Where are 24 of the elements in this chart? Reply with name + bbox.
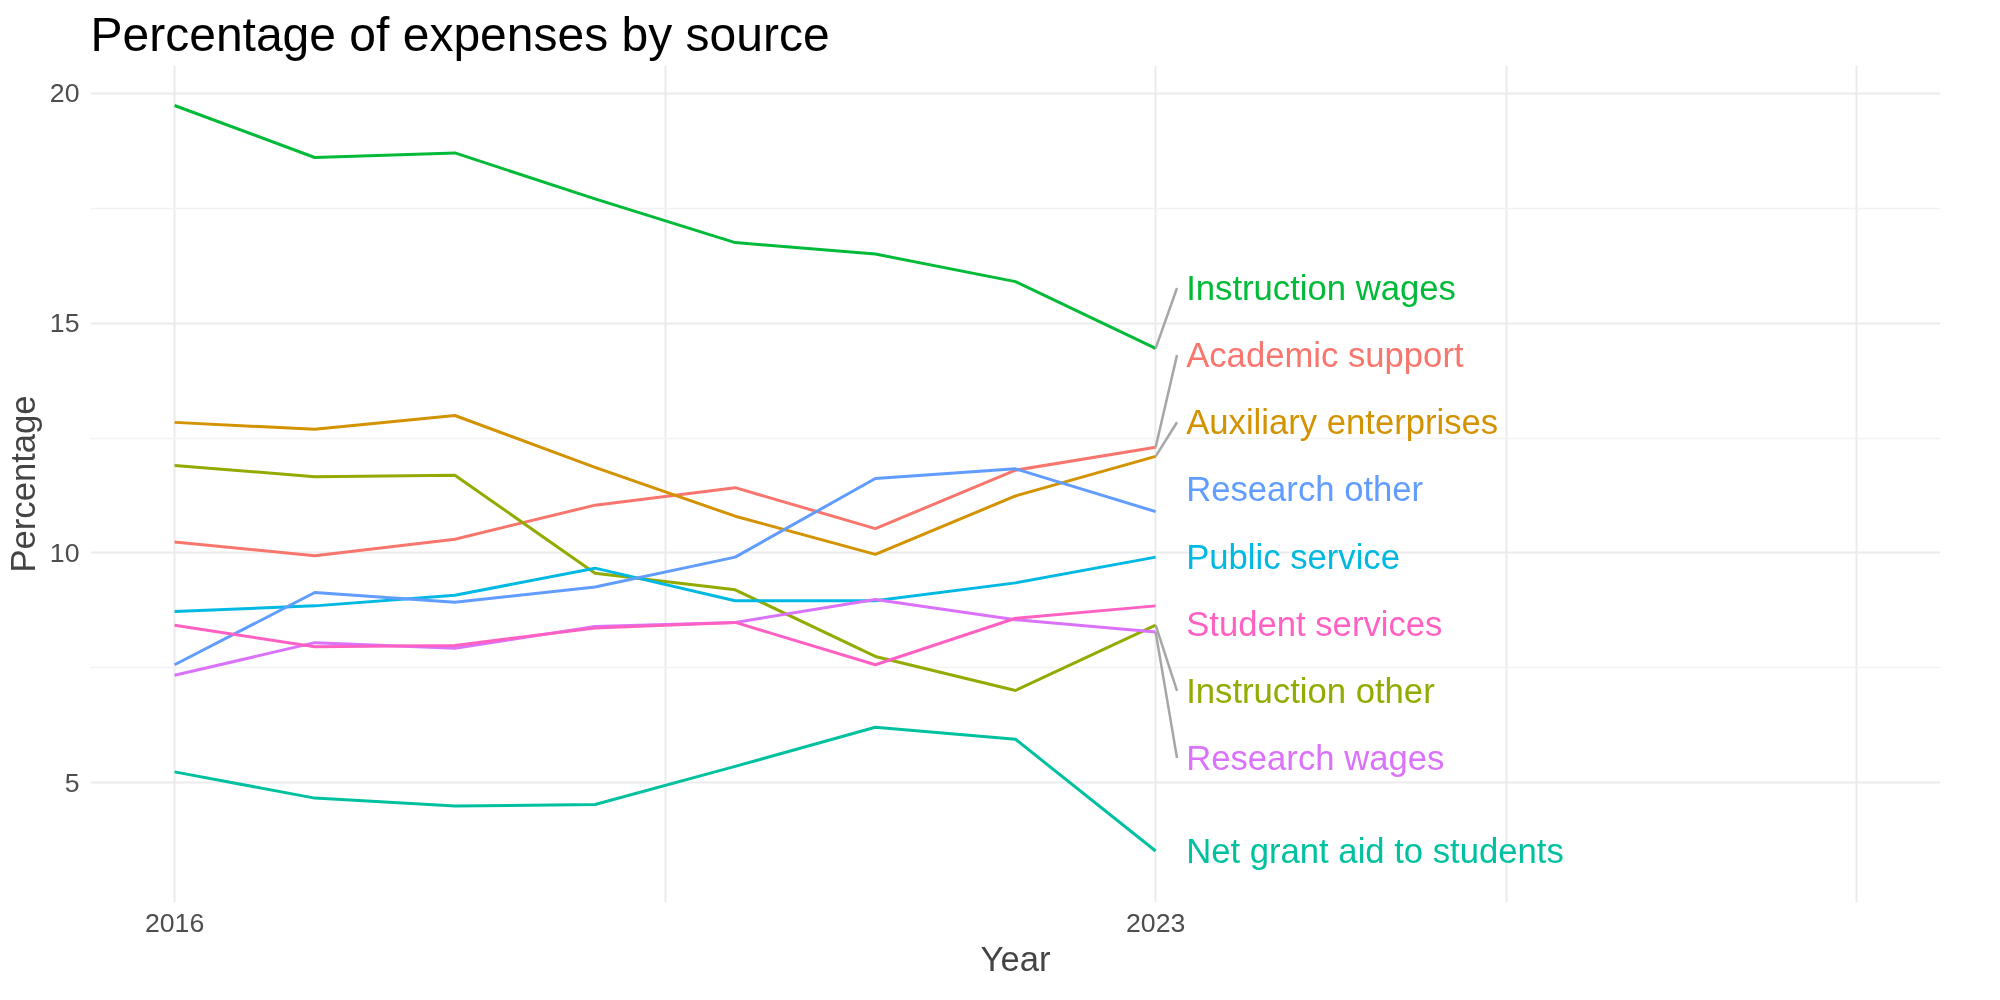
x-tick-label: 2023: [1126, 907, 1186, 938]
series-label: Student services: [1186, 604, 1443, 643]
x-axis-title: Year: [980, 939, 1051, 978]
line-series: [173, 104, 1158, 350]
y-tick-label: 15: [49, 308, 80, 339]
series-label: Public service: [1186, 537, 1400, 576]
y-tick-label: 10: [49, 537, 80, 568]
text: Research wages: [1186, 738, 1445, 777]
series-label: Instruction wages: [1186, 268, 1456, 307]
line-series: [173, 555, 1158, 613]
series-label: Net grant aid to students: [1186, 831, 1564, 870]
y-tick-label: 20: [49, 78, 80, 109]
line-series: [173, 725, 1158, 853]
chart-title: Percentage of expenses by source: [90, 7, 830, 61]
line-series: [173, 413, 1158, 556]
text: Academic support: [1186, 336, 1464, 375]
series-label: Auxiliary enterprises: [1186, 403, 1499, 442]
line-series: [173, 604, 1158, 667]
y-tick-label: 5: [64, 767, 80, 798]
series-label: Instruction other: [1186, 671, 1435, 710]
y-axis-title: Percentage: [3, 395, 42, 573]
line-series: [173, 445, 1158, 558]
series-label: Research other: [1186, 470, 1424, 509]
x-tick-label: 2016: [144, 907, 205, 938]
